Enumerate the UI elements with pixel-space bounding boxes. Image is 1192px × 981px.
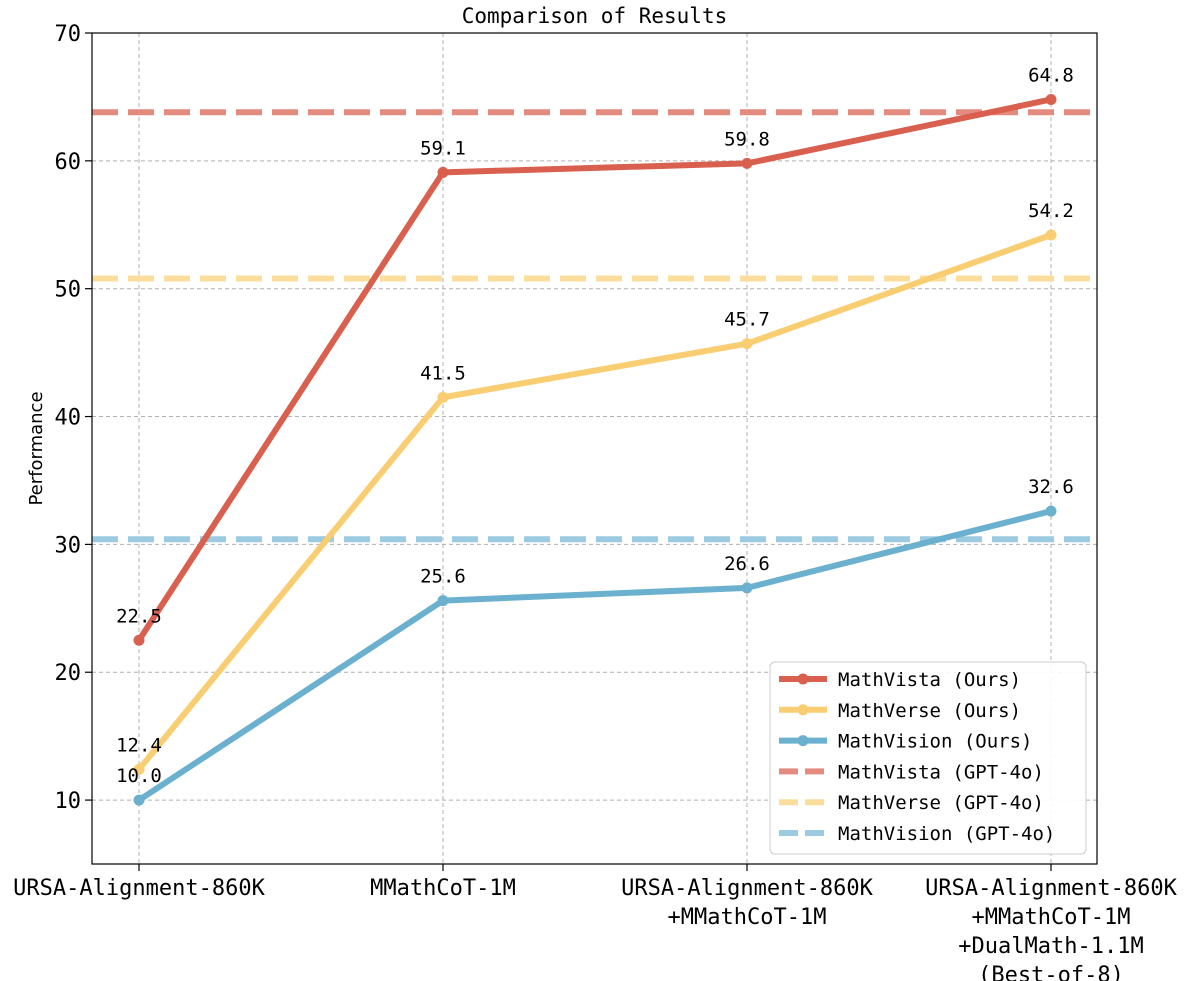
data-label: 54.2 <box>1028 200 1074 222</box>
data-label: 59.8 <box>724 128 770 150</box>
y-tick-label: 10 <box>55 789 82 814</box>
y-tick-label: 60 <box>55 150 82 175</box>
y-axis-label: Performance <box>26 391 47 505</box>
data-labels: 22.5 59.1 59.8 64.8 12.4 41.5 45.7 54.2 10.0 25.6… <box>116 64 1074 787</box>
legend-label: MathVerse (GPT-4o) <box>838 792 1044 814</box>
series-line <box>136 96 1054 644</box>
data-point <box>437 595 449 607</box>
data-label: 32.6 <box>1028 476 1074 498</box>
data-label: 64.8 <box>1028 64 1074 86</box>
data-label: 25.6 <box>420 566 466 588</box>
x-tick-label-line: MMathCoT-1M <box>370 876 516 901</box>
x-tick-label: URSA-Alignment-860K +MMathCoT-1M <box>621 876 873 930</box>
legend-box <box>769 661 1087 855</box>
legend-marker <box>797 673 809 685</box>
data-label: 26.6 <box>724 553 770 575</box>
legend-label: MathVerse (Ours) <box>838 700 1021 722</box>
data-point <box>437 166 449 178</box>
data-point <box>1045 229 1057 241</box>
data-label: 45.7 <box>724 309 770 331</box>
legend-marker <box>797 704 809 716</box>
series-line <box>136 508 1054 804</box>
data-label: 10.0 <box>116 765 162 787</box>
data-label: 22.5 <box>116 605 162 627</box>
series-line <box>136 231 1054 773</box>
series <box>133 93 1057 806</box>
data-label: 59.1 <box>420 137 466 159</box>
x-tick-label: URSA-Alignment-860K <box>13 876 265 901</box>
y-tick-label: 40 <box>55 406 82 431</box>
legend-marker <box>797 735 809 747</box>
x-tick-label-line: +DualMath-1.1M <box>958 934 1143 959</box>
x-axis-ticks: URSA-Alignment-860K MMathCoT-1M URSA-Align… <box>13 864 1178 981</box>
y-axis-ticks: 10 20 30 40 50 60 70 <box>55 22 92 814</box>
y-tick-label: 50 <box>55 278 82 303</box>
x-tick-label: URSA-Alignment-860K +MMathCoT-1M +DualMath… <box>925 876 1177 981</box>
data-point <box>133 794 145 806</box>
grid <box>92 32 1097 864</box>
y-tick-label: 70 <box>55 22 82 47</box>
x-tick-label-line: +MMathCoT-1M <box>668 905 827 930</box>
x-tick-label-line: URSA-Alignment-860K <box>925 876 1177 901</box>
legend-label: MathVista (GPT-4o) <box>838 761 1044 783</box>
data-point <box>133 634 145 646</box>
legend-label: MathVision (GPT-4o) <box>838 823 1055 845</box>
x-tick-label: MMathCoT-1M <box>370 876 516 901</box>
data-point <box>1045 505 1057 517</box>
data-point <box>133 763 145 775</box>
data-point <box>1045 93 1057 105</box>
data-point <box>741 338 753 350</box>
x-tick-label-line: (Best-of-8) <box>978 963 1124 981</box>
data-point <box>741 157 753 169</box>
data-label: 41.5 <box>420 362 466 384</box>
plot-frame <box>91 32 1098 865</box>
legend-label: MathVision (Ours) <box>838 731 1032 753</box>
y-tick-label: 20 <box>55 661 82 686</box>
x-tick-label-line: URSA-Alignment-860K <box>621 876 873 901</box>
y-tick-label: 30 <box>55 533 82 558</box>
legend: MathVista (Ours) MathVerse (Ours) MathVisi… <box>769 661 1087 855</box>
chart-title: Comparison of Results <box>462 4 728 28</box>
legend-label: MathVista (Ours) <box>838 669 1021 691</box>
data-label: 12.4 <box>116 734 162 756</box>
x-tick-label-line: URSA-Alignment-860K <box>13 876 265 901</box>
data-point <box>437 391 449 403</box>
data-point <box>741 582 753 594</box>
x-tick-label-line: +MMathCoT-1M <box>972 905 1131 930</box>
